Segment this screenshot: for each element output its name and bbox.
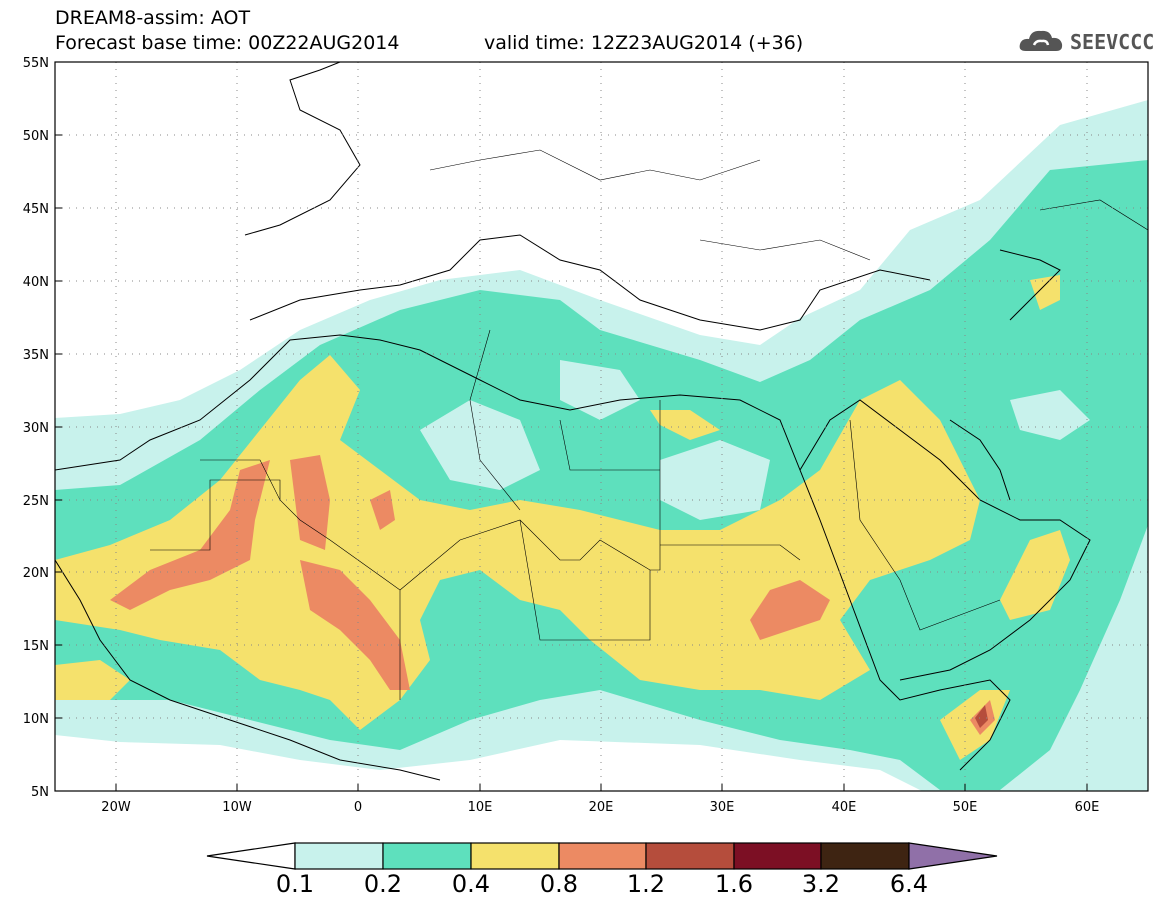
seevccc-logo: SEEVCCC bbox=[1018, 25, 1158, 57]
cloud-icon bbox=[1019, 30, 1063, 51]
colorbar-high-arrow bbox=[908, 842, 998, 870]
lon-label: 50E bbox=[953, 800, 978, 815]
lat-label: 55N bbox=[23, 56, 49, 71]
lon-label: 10W bbox=[222, 800, 252, 815]
lon-label: 20E bbox=[589, 800, 614, 815]
colorbar-label: 0.1 bbox=[275, 870, 315, 898]
country-borders bbox=[150, 149, 1148, 700]
logo-text: SEEVCCC bbox=[1070, 30, 1155, 54]
lat-label: 10N bbox=[23, 712, 49, 727]
lat-label: 40N bbox=[23, 275, 49, 290]
lon-label: 30E bbox=[710, 800, 735, 815]
lat-label: 30N bbox=[23, 421, 49, 436]
lon-label: 0 bbox=[354, 800, 362, 815]
lon-labels: 20W 10W 0 10E 20E 30E 40E 50E 60E bbox=[101, 800, 1099, 815]
aot-level-0.4 bbox=[55, 275, 1070, 760]
colorbar-segment bbox=[645, 842, 735, 870]
colorbar-label: 6.4 bbox=[889, 870, 929, 898]
colorbar-segment bbox=[382, 842, 472, 870]
lat-label: 5N bbox=[31, 785, 49, 800]
colorbar-label: 0.2 bbox=[363, 870, 403, 898]
lat-label: 45N bbox=[23, 202, 49, 217]
tick-marks bbox=[55, 61, 1088, 791]
lat-label: 20N bbox=[23, 566, 49, 581]
lat-label: 15N bbox=[23, 639, 49, 654]
colorbar-label: 3.2 bbox=[801, 870, 841, 898]
coastlines bbox=[55, 62, 1091, 781]
lon-label: 10E bbox=[468, 800, 493, 815]
lon-label: 40E bbox=[832, 800, 857, 815]
forecast-base-time: Forecast base time: 00Z22AUG2014 bbox=[55, 32, 400, 54]
colorbar-segment bbox=[294, 842, 384, 870]
grid-lines bbox=[55, 62, 1148, 791]
colorbar-segment bbox=[820, 842, 910, 870]
valid-time: valid time: 12Z23AUG2014 (+36) bbox=[484, 32, 804, 54]
lat-label: 25N bbox=[23, 494, 49, 509]
lat-labels: 55N 50N 45N 40N 35N 30N 25N 20N 15N 10N … bbox=[23, 56, 49, 800]
aot-level-0.8 bbox=[110, 455, 995, 735]
colorbar-segment bbox=[558, 842, 647, 870]
colorbar bbox=[206, 842, 998, 870]
colorbar-label: 1.2 bbox=[626, 870, 666, 898]
lat-label: 35N bbox=[23, 348, 49, 363]
lat-label: 50N bbox=[23, 129, 49, 144]
aot-level-1.2 bbox=[975, 705, 988, 728]
colorbar-segment bbox=[470, 842, 560, 870]
colorbar-label: 1.6 bbox=[714, 870, 754, 898]
lon-label: 20W bbox=[101, 800, 131, 815]
colorbar-low-arrow bbox=[206, 842, 296, 870]
colorbar-label: 0.8 bbox=[539, 870, 579, 898]
colorbar-label: 0.4 bbox=[451, 870, 491, 898]
title-line-1: DREAM8-assim: AOT bbox=[55, 7, 251, 29]
lon-label: 60E bbox=[1075, 800, 1100, 815]
colorbar-segment bbox=[733, 842, 822, 870]
